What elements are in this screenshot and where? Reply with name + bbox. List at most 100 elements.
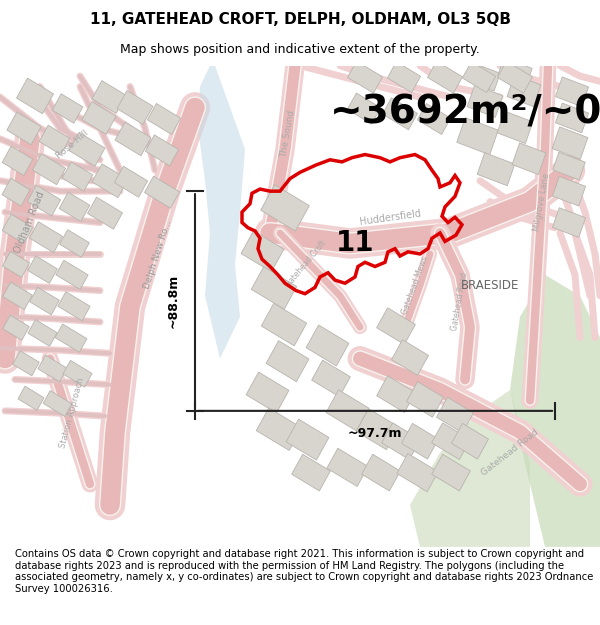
Polygon shape [498,58,532,86]
Polygon shape [82,101,116,134]
Polygon shape [553,176,586,206]
Text: The Sound: The Sound [280,109,296,158]
Polygon shape [407,381,443,417]
Polygon shape [59,192,90,221]
Polygon shape [452,423,488,459]
Polygon shape [55,324,87,352]
Polygon shape [347,93,380,124]
Polygon shape [382,423,421,459]
Polygon shape [7,112,41,145]
Polygon shape [401,423,439,459]
Text: BRAESIDE: BRAESIDE [461,279,519,292]
Polygon shape [556,103,589,132]
Polygon shape [477,152,515,186]
Text: Milgrove Lane: Milgrove Lane [532,172,551,231]
Polygon shape [29,222,62,253]
Polygon shape [431,423,470,459]
Polygon shape [347,61,382,93]
Polygon shape [148,104,181,134]
Polygon shape [418,104,451,134]
Polygon shape [377,376,415,413]
Text: 11, GATEHEAD CROFT, DELPH, OLDHAM, OL3 5QB: 11, GATEHEAD CROFT, DELPH, OLDHAM, OL3 5… [89,12,511,27]
Text: Huddersfield: Huddersfield [359,208,421,227]
Text: Oldham Road: Oldham Road [13,190,47,255]
Text: Gatehead Mews: Gatehead Mews [400,255,430,316]
Polygon shape [38,355,67,382]
Polygon shape [246,372,289,413]
Polygon shape [512,143,546,174]
Polygon shape [115,122,151,156]
Polygon shape [251,267,297,309]
Polygon shape [286,419,329,460]
Polygon shape [92,164,128,198]
Polygon shape [241,231,284,272]
Polygon shape [43,391,72,416]
Polygon shape [198,66,245,359]
Polygon shape [397,454,438,492]
Polygon shape [260,185,310,231]
Text: Delph New Ro...: Delph New Ro... [143,218,173,289]
Text: 11: 11 [336,229,374,258]
Polygon shape [62,162,93,191]
Polygon shape [39,125,70,154]
Polygon shape [556,77,589,107]
Polygon shape [18,386,44,411]
Polygon shape [327,448,368,486]
Polygon shape [29,288,59,315]
Polygon shape [356,409,399,449]
Polygon shape [59,230,89,258]
Polygon shape [326,390,369,431]
Polygon shape [292,454,331,491]
Polygon shape [311,360,350,397]
Polygon shape [497,61,532,93]
Polygon shape [28,185,61,216]
Polygon shape [145,176,179,208]
Polygon shape [468,63,500,91]
Polygon shape [457,118,498,155]
Polygon shape [115,166,148,198]
Polygon shape [467,85,503,118]
Polygon shape [256,408,302,451]
Text: ~88.8m: ~88.8m [167,274,179,328]
Polygon shape [428,61,463,93]
Polygon shape [437,398,473,433]
Polygon shape [2,146,33,176]
Text: Map shows position and indicative extent of the property.: Map shows position and indicative extent… [120,42,480,56]
Polygon shape [52,94,83,123]
Text: Gatehead Croft: Gatehead Croft [284,239,328,290]
Polygon shape [266,341,309,382]
Polygon shape [2,282,32,309]
Polygon shape [117,91,153,124]
Polygon shape [3,315,29,340]
Polygon shape [13,351,39,376]
Polygon shape [17,78,53,114]
Polygon shape [63,361,92,387]
Polygon shape [28,319,57,346]
Polygon shape [69,132,105,166]
Polygon shape [553,208,586,238]
Polygon shape [92,81,126,113]
Polygon shape [2,251,29,278]
Text: Gatehead Road: Gatehead Road [479,428,541,478]
Polygon shape [431,454,470,491]
Text: Station Approach: Station Approach [58,377,86,449]
Polygon shape [388,62,421,92]
Text: ~97.7m: ~97.7m [348,428,402,441]
Text: Contains OS data © Crown copyright and database right 2021. This information is : Contains OS data © Crown copyright and d… [15,549,593,594]
Polygon shape [88,197,122,229]
Polygon shape [497,111,533,144]
Polygon shape [362,454,400,491]
Polygon shape [507,75,541,106]
Polygon shape [261,303,307,346]
Polygon shape [145,135,179,166]
Polygon shape [553,152,585,180]
Polygon shape [32,154,65,184]
Text: Rose Hill: Rose Hill [54,128,90,160]
Text: Gatehead Road: Gatehead Road [451,271,470,331]
Polygon shape [2,178,30,206]
Polygon shape [392,340,428,376]
Polygon shape [56,260,88,289]
Polygon shape [28,256,58,283]
Text: ~3692m²/~0.912ac.: ~3692m²/~0.912ac. [330,94,600,132]
Polygon shape [510,275,600,547]
